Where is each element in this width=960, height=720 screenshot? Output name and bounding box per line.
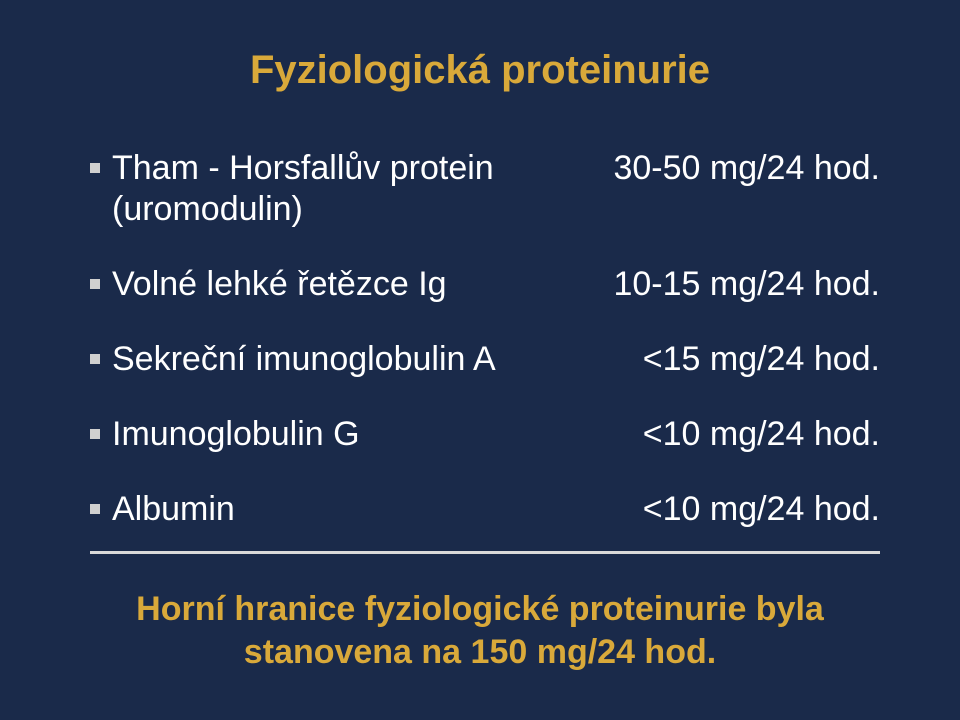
divider	[90, 551, 880, 554]
item-value: <10 mg/24 hod.	[643, 415, 880, 454]
list-item: Imunoglobulin G <10 mg/24 hod.	[90, 415, 880, 454]
item-label: Sekreční imunoglobulin A	[112, 340, 496, 379]
data-list: Tham - Horsfallův protein 30-50 mg/24 ho…	[60, 149, 900, 547]
slide-title: Fyziologická proteinurie	[60, 48, 900, 93]
bullet-icon	[90, 354, 100, 364]
bullet-icon	[90, 279, 100, 289]
bullet-icon	[90, 504, 100, 514]
item-sublabel: (uromodulin)	[112, 190, 303, 229]
item-value: <15 mg/24 hod.	[643, 340, 880, 379]
footer-note: Horní hranice fyziologické proteinurie b…	[60, 588, 900, 673]
list-item: Albumin <10 mg/24 hod.	[90, 490, 880, 529]
footer-line: Horní hranice fyziologické proteinurie b…	[100, 588, 860, 631]
item-label: Tham - Horsfallův protein	[112, 149, 494, 188]
item-label: Volné lehké řetězce Ig	[112, 265, 447, 304]
bullet-icon	[90, 429, 100, 439]
item-label: Albumin	[112, 490, 235, 529]
item-label: Imunoglobulin G	[112, 415, 360, 454]
list-item: Sekreční imunoglobulin A <15 mg/24 hod.	[90, 340, 880, 379]
item-value: 10-15 mg/24 hod.	[613, 265, 880, 304]
list-item: Volné lehké řetězce Ig 10-15 mg/24 hod.	[90, 265, 880, 304]
footer-line: stanovena na 150 mg/24 hod.	[100, 631, 860, 674]
item-value: 30-50 mg/24 hod.	[613, 149, 880, 188]
bullet-icon	[90, 163, 100, 173]
item-value: <10 mg/24 hod.	[643, 490, 880, 529]
list-item: Tham - Horsfallův protein 30-50 mg/24 ho…	[90, 149, 880, 188]
list-item-sub: (uromodulin)	[90, 190, 880, 229]
